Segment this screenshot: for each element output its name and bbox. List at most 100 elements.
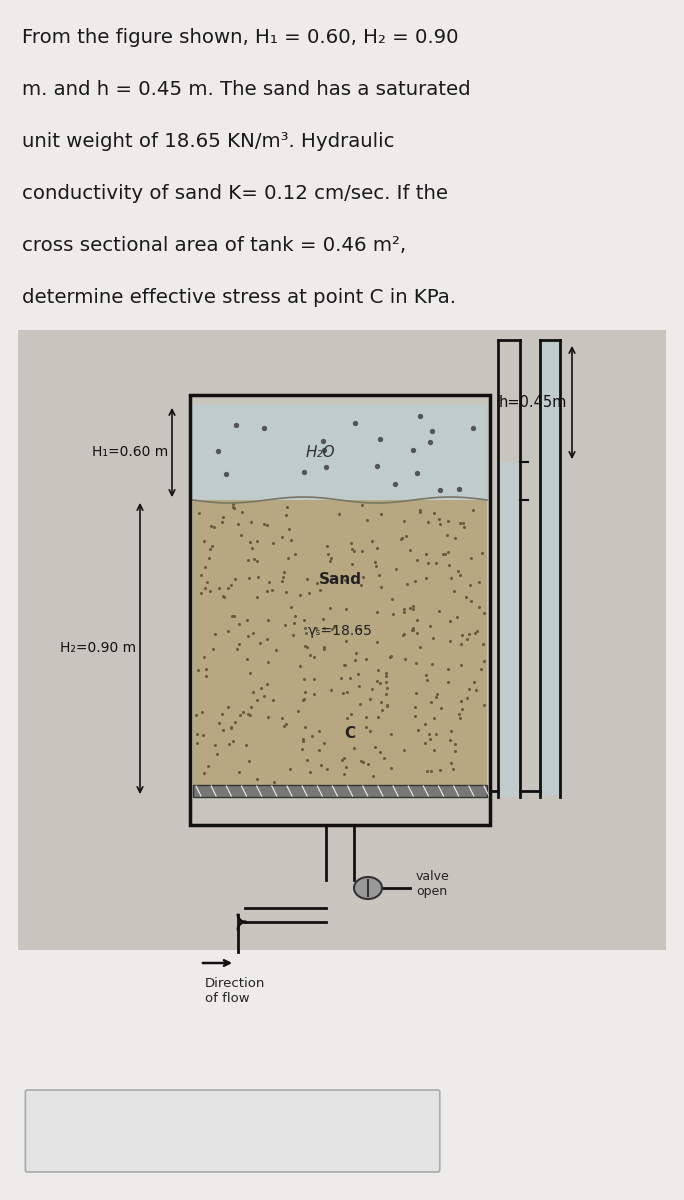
Point <box>371 456 382 475</box>
Point <box>304 762 315 781</box>
Point <box>372 632 383 652</box>
Point <box>371 539 382 558</box>
Point <box>429 503 440 522</box>
Point <box>381 684 392 703</box>
Point <box>457 514 468 533</box>
Point <box>282 498 293 517</box>
Point <box>219 587 230 606</box>
Text: unit weight of 18.65 KN/m³. Hydraulic: unit weight of 18.65 KN/m³. Hydraulic <box>22 132 395 151</box>
Point <box>278 568 289 587</box>
Point <box>340 570 351 589</box>
Point <box>353 664 364 683</box>
Point <box>406 620 417 640</box>
Point <box>263 653 274 672</box>
Point <box>191 733 202 752</box>
Point <box>449 742 460 761</box>
Point <box>295 656 306 676</box>
Point <box>231 415 241 434</box>
Point <box>372 708 383 727</box>
Point <box>440 545 451 564</box>
Point <box>289 607 300 626</box>
Point <box>376 692 386 712</box>
Point <box>328 618 339 637</box>
Point <box>304 583 315 602</box>
Point <box>426 762 437 781</box>
Point <box>339 749 350 768</box>
Point <box>455 691 466 710</box>
Point <box>252 568 263 587</box>
Point <box>206 516 217 535</box>
Point <box>313 740 324 760</box>
Point <box>380 662 391 682</box>
Point <box>267 533 278 552</box>
Text: valve
open: valve open <box>416 870 450 898</box>
Point <box>251 690 262 709</box>
Point <box>425 433 436 452</box>
Point <box>447 760 458 779</box>
Point <box>434 515 445 534</box>
Point <box>390 474 401 493</box>
Point <box>434 761 445 780</box>
Point <box>412 624 423 643</box>
Point <box>319 440 330 460</box>
Point <box>300 636 311 655</box>
Bar <box>18 330 666 950</box>
Point <box>408 620 419 640</box>
Point <box>409 707 420 726</box>
Point <box>455 514 466 533</box>
Point <box>267 581 278 600</box>
Point <box>319 637 330 656</box>
Point <box>227 607 238 626</box>
Point <box>423 725 434 744</box>
Point <box>445 731 456 750</box>
Point <box>245 664 256 683</box>
Point <box>245 532 256 551</box>
Point <box>449 581 460 600</box>
Point <box>193 661 204 680</box>
Point <box>241 736 252 755</box>
Point <box>373 565 384 584</box>
Point <box>476 659 487 678</box>
Point <box>474 598 485 617</box>
Point <box>452 562 463 581</box>
Point <box>232 640 243 659</box>
Point <box>444 631 455 650</box>
Point <box>280 714 291 733</box>
Point <box>380 666 391 685</box>
Point <box>386 589 397 608</box>
Point <box>298 689 309 708</box>
Point <box>430 725 441 744</box>
Point <box>426 692 437 712</box>
Point <box>423 553 434 572</box>
Point <box>252 587 263 606</box>
Point <box>421 569 432 588</box>
Point <box>311 618 322 637</box>
Point <box>415 503 425 522</box>
Point <box>293 701 304 720</box>
Point <box>429 740 440 760</box>
Point <box>434 601 445 620</box>
Point <box>224 734 235 754</box>
Point <box>443 660 453 679</box>
Point <box>449 528 460 547</box>
Point <box>462 630 473 649</box>
Point <box>385 647 396 666</box>
Point <box>363 755 374 774</box>
Point <box>347 540 358 559</box>
Point <box>267 691 278 710</box>
Point <box>245 706 256 725</box>
Point <box>470 680 481 700</box>
Point <box>386 725 397 744</box>
Point <box>259 514 270 533</box>
Point <box>325 599 336 618</box>
Point <box>476 544 487 563</box>
Point <box>362 511 373 530</box>
Point <box>319 618 330 637</box>
Point <box>347 554 358 574</box>
Point <box>422 762 433 781</box>
Point <box>470 623 481 642</box>
Point <box>288 613 299 632</box>
Point <box>358 752 369 772</box>
Point <box>302 637 313 656</box>
Point <box>297 730 308 749</box>
